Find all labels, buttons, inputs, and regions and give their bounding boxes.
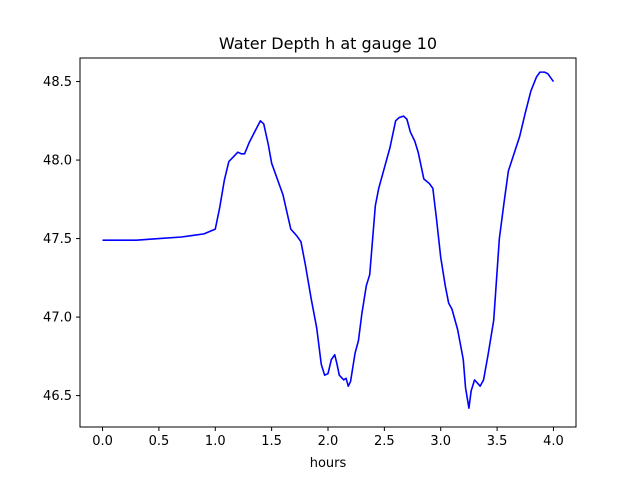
x-tick-label: 0.0 <box>92 434 113 449</box>
x-tick-label: 4.0 <box>543 434 564 449</box>
x-tick-label: 3.0 <box>430 434 451 449</box>
y-tick-label: 48.5 <box>43 75 72 90</box>
series-line-0 <box>102 71 555 409</box>
plot-area: 0.0 0.5 1.0 1.5 2.0 2.5 3.0 3.5 4.0 46.5 47.0 47.5 4… <box>43 57 577 449</box>
x-tick-label: 2.0 <box>318 434 339 449</box>
y-tick-label: 47.5 <box>43 232 72 247</box>
x-tick-label: 1.0 <box>205 434 226 449</box>
x-tick-label: 1.5 <box>261 434 282 449</box>
chart-title: Water Depth h at gauge 10 <box>219 34 437 53</box>
y-tick-label: 47.0 <box>43 311 72 326</box>
x-tick-label: 3.5 <box>487 434 508 449</box>
y-tick-label: 46.5 <box>43 389 72 404</box>
y-tick-label: 48.0 <box>43 154 72 169</box>
x-tick-label: 2.5 <box>374 434 395 449</box>
x-axis-label: hours <box>310 456 347 471</box>
x-tick-label: 0.5 <box>149 434 170 449</box>
